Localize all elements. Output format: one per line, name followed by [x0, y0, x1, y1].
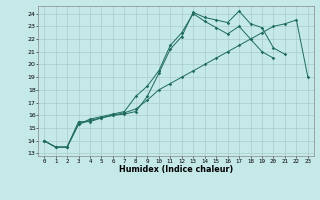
- X-axis label: Humidex (Indice chaleur): Humidex (Indice chaleur): [119, 165, 233, 174]
